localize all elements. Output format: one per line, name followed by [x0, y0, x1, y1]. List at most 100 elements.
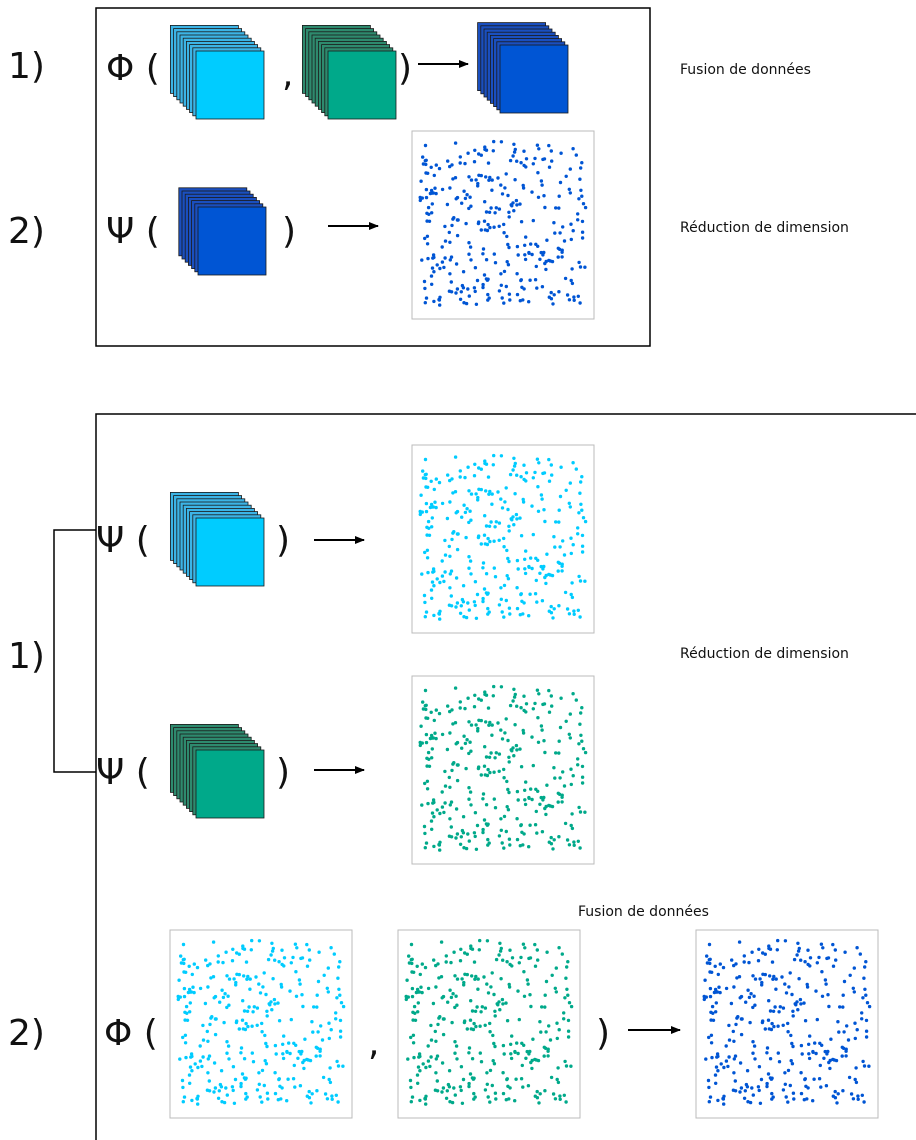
scatter-point — [747, 995, 752, 1000]
scatter-point — [479, 1060, 484, 1064]
scatter-point — [861, 1059, 865, 1064]
scatter-point — [216, 1096, 221, 1101]
scatter-point — [799, 1071, 803, 1075]
scatter-point — [521, 612, 525, 616]
scatter-point — [770, 960, 775, 964]
scatter-point — [533, 470, 537, 475]
scatter-point — [492, 453, 496, 458]
scatter-point — [307, 1089, 311, 1094]
scatter-point — [506, 808, 511, 812]
scatter-point — [759, 1077, 764, 1082]
scatter-point — [521, 728, 525, 733]
scatter-point — [338, 1029, 343, 1033]
stack-front-layer — [195, 749, 265, 819]
scatter-point — [515, 473, 519, 477]
scatter-point — [568, 736, 572, 740]
scatter-point — [509, 1056, 514, 1061]
scatter-point — [493, 575, 498, 579]
scatter-point — [434, 1057, 438, 1061]
scatter-point — [569, 237, 573, 242]
scatter-point — [246, 974, 250, 979]
scatter-point — [467, 720, 471, 724]
scatter-point — [477, 152, 481, 156]
scatter-point — [206, 985, 210, 989]
scatter-point — [564, 719, 568, 723]
scatter-point — [448, 272, 452, 276]
scatter-point — [477, 220, 481, 224]
scatter-point — [248, 987, 252, 991]
scatter-point — [524, 479, 528, 483]
scatter-point — [492, 1041, 496, 1046]
scatter-point — [266, 957, 271, 962]
scatter-point — [423, 965, 428, 970]
scatter-point — [520, 1063, 524, 1068]
scatter-point — [704, 1057, 708, 1061]
scatter-point — [504, 598, 508, 603]
scatter-point — [406, 1057, 410, 1061]
scatter-point — [580, 194, 584, 198]
scatter-point — [279, 1097, 283, 1101]
scatter-point — [852, 966, 856, 970]
scatter-point — [796, 1008, 800, 1012]
scatter-point — [735, 976, 739, 980]
scatter-point — [502, 846, 506, 850]
scatter-point — [330, 1094, 334, 1098]
scatter-point — [481, 561, 486, 565]
scatter-point — [707, 1085, 711, 1090]
scatter-point — [451, 762, 455, 766]
scatter-point — [497, 1000, 501, 1004]
scatter-point — [579, 188, 583, 192]
scatter-point — [483, 1088, 488, 1092]
scatter-point — [576, 839, 580, 843]
scatter-point — [818, 1041, 822, 1046]
scatter-point — [477, 697, 481, 701]
scatter-point — [328, 1080, 333, 1085]
scatter-point — [443, 801, 447, 805]
scatter-point — [549, 149, 553, 153]
scatter-point — [492, 684, 496, 689]
scatter-point — [752, 1044, 757, 1048]
scatter-point — [458, 475, 462, 479]
scatter-point — [823, 1049, 827, 1054]
scatter-point — [473, 603, 477, 608]
scatter-point — [463, 196, 468, 201]
scatter-point — [742, 960, 746, 964]
scatter-point — [302, 1066, 306, 1071]
scatter-point — [510, 1034, 514, 1038]
scatter-point — [715, 990, 719, 994]
scatter-point — [279, 982, 283, 987]
scatter-point — [558, 725, 563, 730]
scatter-point — [535, 286, 539, 290]
scatter-point — [421, 162, 426, 166]
scatter-point — [525, 1049, 529, 1054]
scatter-point — [836, 1020, 840, 1024]
scatter-point — [460, 515, 464, 519]
scatter-point — [772, 974, 776, 979]
scatter-point — [567, 732, 571, 736]
scatter-point — [864, 1018, 869, 1023]
scatter-point — [473, 289, 477, 294]
scatter-point — [188, 1001, 192, 1005]
scatter-point — [458, 706, 462, 710]
scatter-point — [508, 158, 513, 163]
scatter-point — [445, 747, 450, 752]
scatter-point — [767, 1027, 771, 1031]
scatter-point — [329, 1028, 333, 1032]
scatter-point — [565, 293, 570, 297]
scatter-point — [835, 1101, 839, 1105]
scatter-point — [431, 253, 436, 257]
scatter-point — [507, 790, 511, 795]
scatter-point — [488, 539, 492, 544]
scatter-point — [842, 1030, 846, 1034]
scatter-point — [478, 938, 482, 943]
scatter-point — [791, 1091, 796, 1095]
scatter-point — [490, 492, 494, 496]
scatter-point — [196, 1065, 200, 1070]
scatter-point — [531, 162, 535, 166]
scatter-point — [440, 805, 445, 809]
scatter-point — [483, 1023, 487, 1027]
scatter-point — [551, 616, 555, 620]
scatter-point — [545, 783, 549, 787]
scatter-point — [806, 948, 810, 952]
scatter-point — [430, 811, 435, 815]
